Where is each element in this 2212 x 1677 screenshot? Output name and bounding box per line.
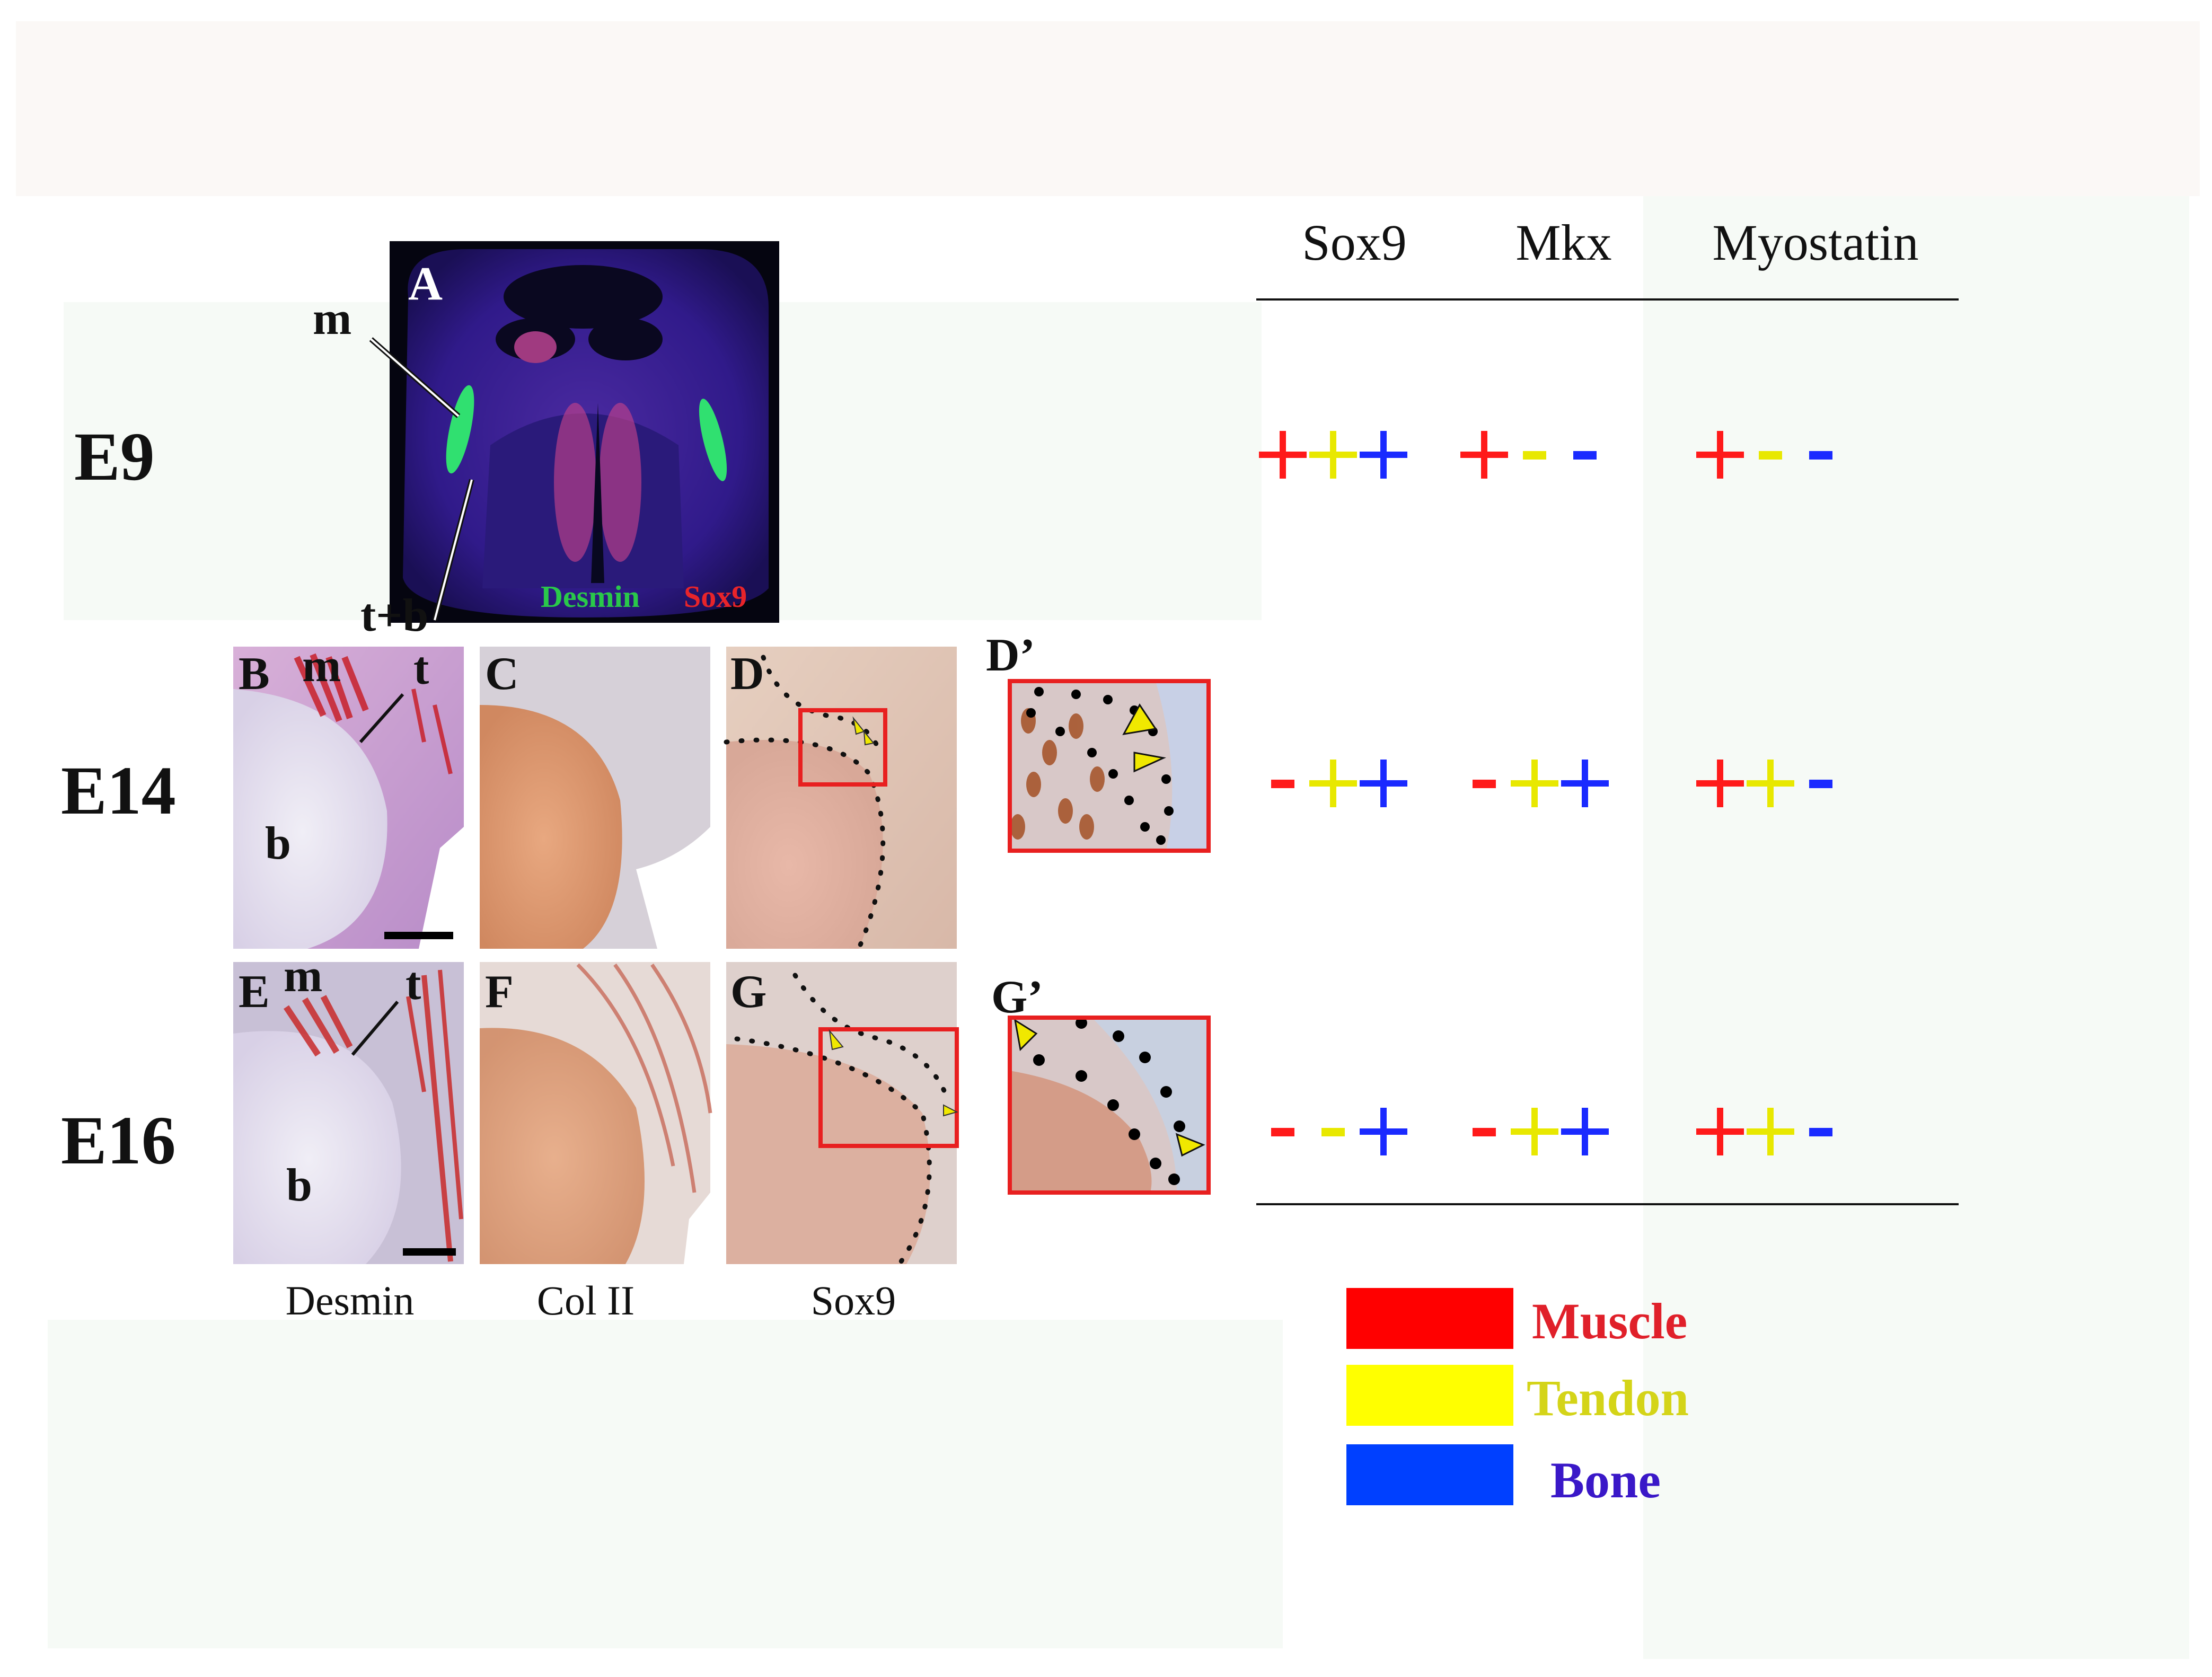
minus-marker: [1523, 451, 1546, 460]
legend-label-muscle: Muscle: [1532, 1293, 1687, 1349]
label-m-e: m: [284, 950, 322, 1002]
minus-marker: [1271, 780, 1294, 788]
legend-label-bone: Bone: [1550, 1452, 1661, 1508]
plus-marker: [1696, 760, 1744, 807]
plus-marker: [1696, 431, 1744, 479]
label-b-e: b: [286, 1160, 312, 1211]
panel-f: F: [480, 962, 712, 1264]
panel-letter-e: E: [239, 966, 270, 1018]
plus-marker: [1561, 1108, 1609, 1155]
legend-swatch-muscle: [1346, 1288, 1513, 1349]
panel-d: D: [724, 647, 957, 951]
panel-b: B m t b: [233, 640, 464, 949]
stage-label-e9: E9: [74, 419, 155, 495]
plus-marker: [1309, 431, 1357, 479]
minus-marker: [1271, 1128, 1294, 1136]
panel-letter-d-prime: D’: [986, 630, 1035, 681]
table-header-sox9: Sox9: [1302, 214, 1406, 271]
legend-swatch-bone: [1346, 1444, 1513, 1505]
stage-label-e14: E14: [61, 753, 176, 829]
panel-letter-c: C: [485, 648, 519, 700]
stage-label-e16: E16: [61, 1102, 176, 1179]
table-header-mkx: Mkx: [1515, 214, 1611, 271]
stain-label-sox9: Sox9: [684, 579, 747, 614]
label-t-b: t: [413, 643, 429, 694]
panel-c: C: [480, 647, 710, 949]
panel-g: G: [726, 962, 959, 1264]
minus-marker: [1809, 451, 1832, 460]
plus-marker: [1747, 1108, 1794, 1155]
minus-marker: [1573, 451, 1597, 460]
minus-marker: [1321, 1128, 1345, 1136]
column-label-sox9: Sox9: [811, 1277, 896, 1323]
plus-marker: [1259, 431, 1307, 479]
legend-label-tendon: Tendon: [1527, 1370, 1689, 1426]
plus-marker: [1360, 431, 1407, 479]
expression-table: Sox9 Mkx Myostatin: [1256, 214, 1959, 1205]
panel-a: A Desmin Sox9: [390, 241, 779, 623]
panel-letter-d: D: [730, 648, 764, 700]
plus-marker: [1309, 760, 1357, 807]
minus-marker: [1809, 780, 1832, 788]
label-tb-a: t+b: [360, 590, 428, 641]
stain-label-desmin: Desmin: [541, 579, 640, 614]
legend: Muscle Tendon Bone: [1346, 1288, 1689, 1508]
label-m-a: m: [313, 293, 351, 345]
plus-marker: [1696, 1108, 1744, 1155]
panel-g-prime: G’: [991, 972, 1211, 1195]
panel-d-prime: D’: [986, 630, 1211, 853]
panel-a-annotations: [369, 337, 474, 621]
minus-marker: [1473, 780, 1496, 788]
stage-labels: E9 E14 E16: [61, 419, 176, 1179]
plus-marker: [1511, 1108, 1558, 1155]
minus-marker: [1809, 1128, 1832, 1136]
panel-letter-a: A: [408, 258, 443, 310]
minus-marker: [1759, 451, 1782, 460]
plus-marker: [1360, 1108, 1407, 1155]
panel-letter-f: F: [485, 966, 514, 1018]
panel-letter-b: B: [239, 648, 270, 700]
panel-letter-g: G: [730, 966, 766, 1018]
column-labels: Desmin Col II Sox9: [286, 1277, 896, 1323]
column-label-desmin: Desmin: [286, 1277, 415, 1323]
column-label-col2: Col II: [537, 1277, 634, 1323]
label-b-b: b: [265, 818, 291, 869]
label-t-e: t: [406, 958, 421, 1010]
plus-marker: [1460, 431, 1508, 479]
plus-marker: [1511, 760, 1558, 807]
table-markers: [1259, 431, 1832, 1155]
plus-marker: [1561, 760, 1609, 807]
plus-marker: [1360, 760, 1407, 807]
panel-e: E m t b: [233, 950, 464, 1264]
legend-swatch-tendon: [1346, 1365, 1513, 1426]
table-header-myostatin: Myostatin: [1712, 214, 1918, 271]
plus-marker: [1747, 760, 1794, 807]
label-m-b: m: [302, 640, 341, 692]
panel-letter-g-prime: G’: [991, 972, 1043, 1023]
minus-marker: [1473, 1128, 1496, 1136]
